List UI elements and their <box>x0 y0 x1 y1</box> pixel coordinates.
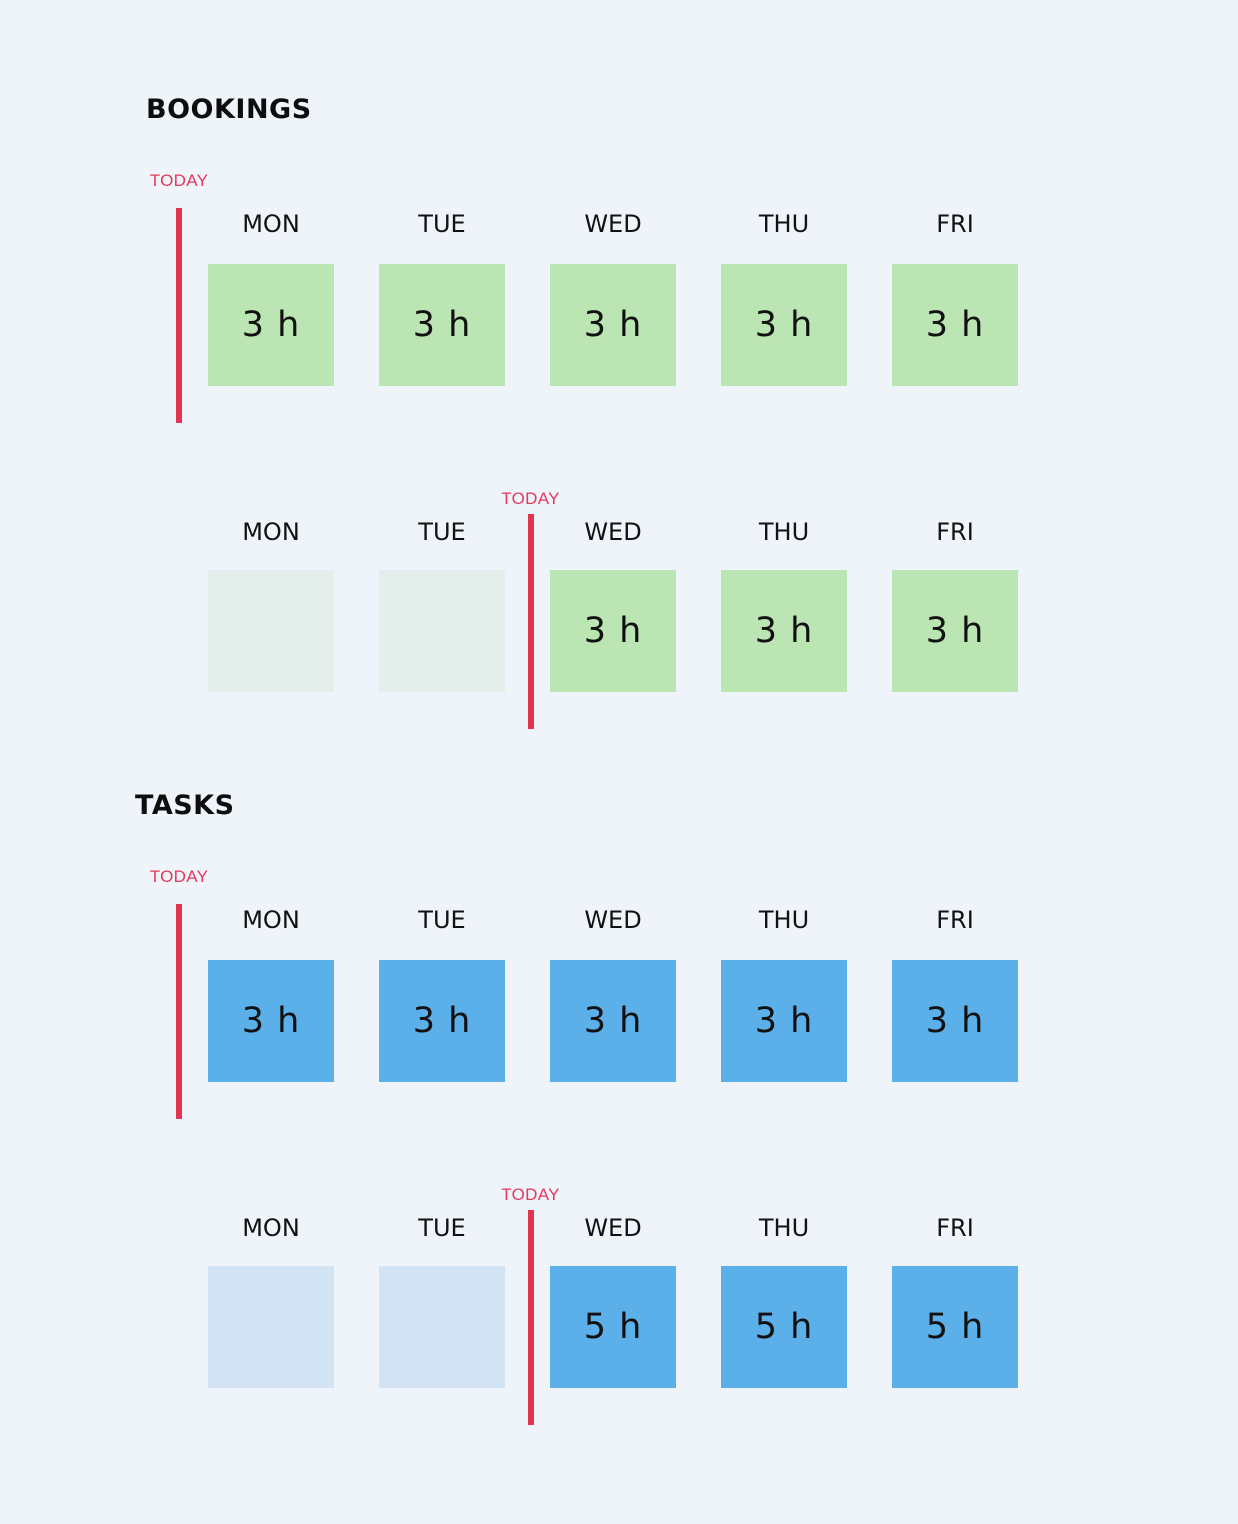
day-label-mon: MON <box>242 518 300 546</box>
day-cell-thu[interactable]: 3 h <box>721 960 847 1082</box>
day-label-fri: FRI <box>936 906 974 934</box>
today-label: TODAY <box>149 171 209 190</box>
day-cell-tue[interactable]: 3 h <box>379 264 505 386</box>
day-label-thu: THU <box>758 906 810 934</box>
today-marker-line <box>176 904 182 1119</box>
week-row: TODAY MON 3 h TUE 3 h WED 3 h THU 3 h FRI 3 h <box>0 172 1238 432</box>
day-cell-fri[interactable]: 3 h <box>892 570 1018 692</box>
day-cell-thu[interactable]: 3 h <box>721 264 847 386</box>
week-row: TODAY MON TUE WED 5 h THU 5 h FRI 5 h <box>0 1186 1238 1446</box>
day-cell-tue[interactable] <box>379 1266 505 1388</box>
today-label: TODAY <box>149 867 209 886</box>
day-label-mon: MON <box>242 210 300 238</box>
today-marker-line <box>527 514 534 729</box>
week-row: TODAY MON 3 h TUE 3 h WED 3 h THU 3 h FRI 3 h <box>0 868 1238 1128</box>
day-cell-thu[interactable]: 5 h <box>721 1266 847 1388</box>
day-cell-wed[interactable]: 3 h <box>550 264 676 386</box>
day-cell-mon[interactable]: 3 h <box>208 264 334 386</box>
day-label-thu: THU <box>758 1214 810 1242</box>
day-label-tue: TUE <box>418 210 466 238</box>
today-label: TODAY <box>501 489 560 508</box>
today-label: TODAY <box>501 1185 560 1204</box>
section-title-bookings: BOOKINGS <box>146 94 312 125</box>
day-cell-tue[interactable]: 3 h <box>379 960 505 1082</box>
today-marker-line <box>527 1210 534 1425</box>
day-cell-wed[interactable]: 5 h <box>550 1266 676 1388</box>
week-row: TODAY MON TUE WED 3 h THU 3 h FRI 3 h <box>0 490 1238 750</box>
day-cell-mon[interactable] <box>208 570 334 692</box>
day-label-wed: WED <box>584 210 642 238</box>
day-cell-mon[interactable]: 3 h <box>208 960 334 1082</box>
day-cell-fri[interactable]: 5 h <box>892 1266 1018 1388</box>
day-label-tue: TUE <box>418 906 466 934</box>
day-cell-wed[interactable]: 3 h <box>550 960 676 1082</box>
day-label-mon: MON <box>242 1214 300 1242</box>
day-label-thu: THU <box>758 518 810 546</box>
day-cell-tue[interactable] <box>379 570 505 692</box>
day-label-fri: FRI <box>936 210 974 238</box>
day-cell-thu[interactable]: 3 h <box>721 570 847 692</box>
day-cell-mon[interactable] <box>208 1266 334 1388</box>
day-label-fri: FRI <box>936 518 974 546</box>
day-label-mon: MON <box>242 906 300 934</box>
day-cell-fri[interactable]: 3 h <box>892 264 1018 386</box>
day-label-wed: WED <box>584 518 642 546</box>
section-title-tasks: TASKS <box>135 790 235 821</box>
day-label-fri: FRI <box>936 1214 974 1242</box>
day-label-wed: WED <box>584 906 642 934</box>
day-label-tue: TUE <box>418 518 466 546</box>
day-label-thu: THU <box>758 210 810 238</box>
day-cell-wed[interactable]: 3 h <box>550 570 676 692</box>
day-label-wed: WED <box>584 1214 642 1242</box>
day-label-tue: TUE <box>418 1214 466 1242</box>
today-marker-line <box>176 208 182 423</box>
day-cell-fri[interactable]: 3 h <box>892 960 1018 1082</box>
